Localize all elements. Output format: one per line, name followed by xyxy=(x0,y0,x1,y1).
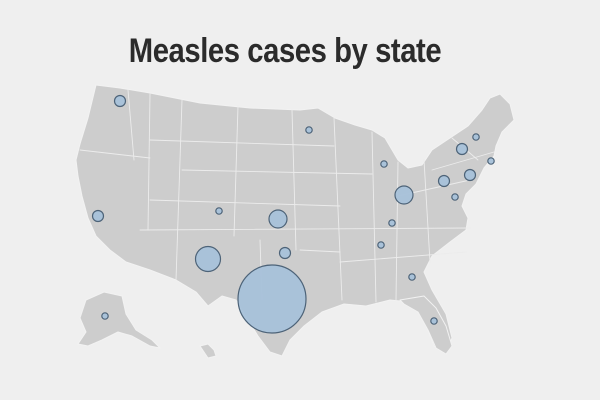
bubble-vermont xyxy=(472,133,480,141)
bubble-new-jersey xyxy=(463,168,477,182)
bubble-kansas xyxy=(268,209,288,229)
bubble-new-york xyxy=(455,142,469,156)
state-border xyxy=(371,131,377,303)
state-borders xyxy=(79,89,495,303)
state-border xyxy=(149,139,335,147)
state-border xyxy=(299,249,341,253)
bubble-colorado xyxy=(215,207,223,215)
state-border xyxy=(149,199,341,207)
florida-shape xyxy=(399,295,453,355)
bubble-pennsylvania xyxy=(437,174,451,188)
bubble-georgia xyxy=(408,273,416,281)
state-border xyxy=(175,99,183,281)
bubble-michigan xyxy=(380,160,388,168)
hawaii-shape xyxy=(199,343,217,359)
bubble-florida xyxy=(430,317,438,325)
state-border xyxy=(431,151,495,171)
map-title: Measles cases by state xyxy=(128,32,442,70)
state-border xyxy=(181,169,373,175)
state-border xyxy=(291,109,297,251)
bubble-rhode-island xyxy=(487,157,495,165)
state-border xyxy=(139,227,471,231)
bubble-alaska xyxy=(101,312,109,320)
bubble-kentucky xyxy=(388,219,396,227)
bubble-washington xyxy=(113,94,127,108)
state-border xyxy=(395,161,399,301)
bubble-oklahoma xyxy=(278,246,292,260)
bubble-california xyxy=(91,209,105,223)
state-border xyxy=(423,159,431,263)
bubble-new-mexico xyxy=(194,245,222,273)
bubble-maryland xyxy=(451,193,459,201)
state-border xyxy=(333,117,343,301)
state-border xyxy=(147,93,151,231)
bubble-minnesota xyxy=(305,126,313,134)
bubble-tennessee xyxy=(377,241,385,249)
bubble-texas xyxy=(237,264,307,334)
bubble-ohio xyxy=(394,185,414,205)
state-border xyxy=(339,251,467,263)
alaska-shape xyxy=(77,291,161,349)
state-border xyxy=(79,149,151,159)
state-border xyxy=(127,89,135,161)
bubble-layer xyxy=(91,94,495,334)
